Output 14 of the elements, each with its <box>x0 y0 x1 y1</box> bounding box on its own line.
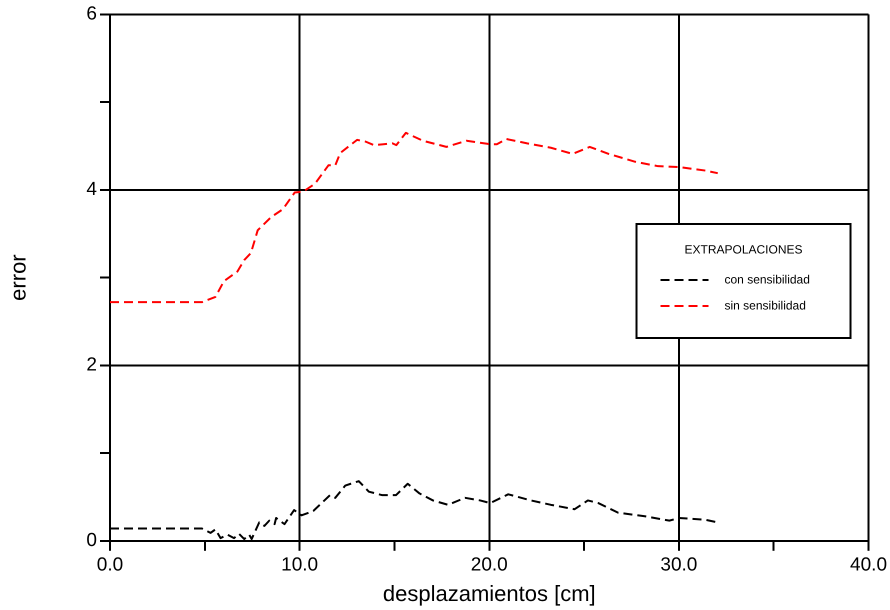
legend-title: EXTRAPOLACIONES <box>684 242 803 256</box>
y-tick-label: 0 <box>86 530 97 552</box>
y-axis-title: error <box>5 254 30 301</box>
y-tick-label: 2 <box>86 354 97 376</box>
legend-label: sin sensibilidad <box>724 298 806 312</box>
x-tick-label: 30.0 <box>660 554 698 576</box>
x-tick-label: 20.0 <box>470 554 508 576</box>
legend-label: con sensibilidad <box>724 272 810 286</box>
x-axis-title: desplazamientos [cm] <box>382 580 596 606</box>
x-tick-label: 10.0 <box>281 554 318 576</box>
x-tick-label: 0.0 <box>96 554 124 576</box>
y-tick-label: 4 <box>86 179 98 200</box>
x-tick-label: 40.0 <box>850 554 887 576</box>
y-tick-label: 6 <box>86 4 97 25</box>
